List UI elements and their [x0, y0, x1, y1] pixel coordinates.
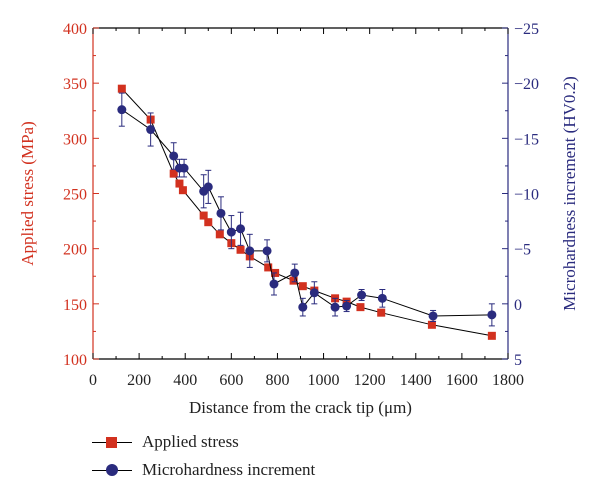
data-point-applied-stress	[236, 245, 245, 254]
legend-item-micro: Microhardness increment	[92, 460, 392, 488]
data-point-applied-stress	[298, 282, 307, 291]
data-point-applied-stress	[487, 331, 496, 340]
marks-group	[117, 84, 497, 340]
data-point-microhardness	[203, 182, 213, 192]
legend-marker-square	[106, 437, 117, 448]
y2-axis-title: Microhardness increment (HV0.2)	[560, 76, 579, 311]
data-point-applied-stress	[178, 186, 187, 195]
x-tick-label: 400	[173, 372, 197, 389]
data-point-microhardness	[487, 310, 497, 320]
data-point-applied-stress	[215, 230, 224, 239]
data-point-microhardness	[290, 268, 300, 278]
series-line-applied-stress	[121, 88, 492, 337]
data-point-applied-stress	[199, 211, 208, 220]
x-axis-title: Distance from the crack tip (μm)	[189, 398, 412, 417]
y1-tick-label: 250	[63, 187, 87, 204]
y2-tick-label: 5	[514, 352, 522, 369]
data-point-applied-stress	[289, 276, 298, 285]
x-tick-label: 200	[127, 372, 151, 389]
data-point-microhardness	[169, 151, 179, 161]
y1-tick-label: 350	[63, 76, 87, 93]
data-point-microhardness	[226, 227, 236, 237]
y1-tick-label: 200	[63, 242, 87, 259]
data-point-applied-stress	[169, 169, 178, 178]
x-tick-label: 1600	[446, 372, 478, 389]
x-tick-label: 800	[265, 372, 289, 389]
legend: Applied stress Microhardness increment	[92, 432, 392, 488]
data-point-microhardness	[298, 302, 308, 312]
data-point-microhardness	[342, 301, 352, 311]
data-point-microhardness	[309, 288, 319, 298]
data-point-microhardness	[262, 246, 272, 256]
legend-item-stress: Applied stress	[92, 432, 392, 460]
data-point-microhardness	[428, 311, 438, 321]
y2-tick-label: 0	[514, 297, 522, 314]
y1-axis-title: Applied stress (MPa)	[18, 121, 37, 265]
y2-tick-label: −25	[514, 21, 539, 38]
data-point-microhardness	[236, 224, 246, 234]
x-tick-label: 1200	[354, 372, 386, 389]
data-point-microhardness	[377, 293, 387, 303]
y2-tick-label: −10	[514, 187, 539, 204]
data-point-applied-stress	[264, 263, 273, 272]
y1-tick-label: 100	[63, 352, 87, 369]
x-tick-label: 1000	[308, 372, 340, 389]
x-tick-label: 1800	[492, 372, 524, 389]
y1-tick-label: 150	[63, 297, 87, 314]
chart-svg: 0 200 400 600 800 1000 1200 1400 1600 1800 100 150 2…	[18, 21, 579, 417]
data-point-applied-stress	[117, 84, 126, 93]
data-point-applied-stress	[175, 179, 184, 188]
data-point-microhardness	[216, 208, 226, 218]
data-point-applied-stress	[204, 218, 213, 227]
y1-tick-label: 400	[63, 21, 87, 38]
series-line-microhardness	[121, 109, 492, 317]
data-point-microhardness	[179, 163, 189, 173]
data-point-microhardness	[245, 246, 255, 256]
data-point-microhardness	[357, 290, 367, 300]
data-point-microhardness	[330, 302, 340, 312]
x-tick-label: 0	[89, 372, 97, 389]
data-point-microhardness	[117, 105, 127, 115]
data-point-applied-stress	[427, 320, 436, 329]
legend-label-stress: Applied stress	[142, 432, 239, 451]
y2-tick-label: −15	[514, 131, 539, 148]
y1-tick-label: 300	[63, 131, 87, 148]
x-tick-label: 600	[219, 372, 243, 389]
legend-label-micro: Microhardness increment	[142, 460, 316, 479]
data-point-applied-stress	[356, 303, 365, 312]
data-point-microhardness	[146, 125, 156, 135]
x-tick-label: 1400	[400, 372, 432, 389]
axes-group: 0 200 400 600 800 1000 1200 1400 1600 1800 100 150 2…	[18, 21, 579, 417]
y2-tick-label: −5	[514, 242, 531, 259]
data-point-applied-stress	[377, 308, 386, 317]
data-point-microhardness	[269, 279, 279, 289]
legend-marker-circle	[106, 464, 118, 476]
y2-tick-label: −20	[514, 76, 539, 93]
